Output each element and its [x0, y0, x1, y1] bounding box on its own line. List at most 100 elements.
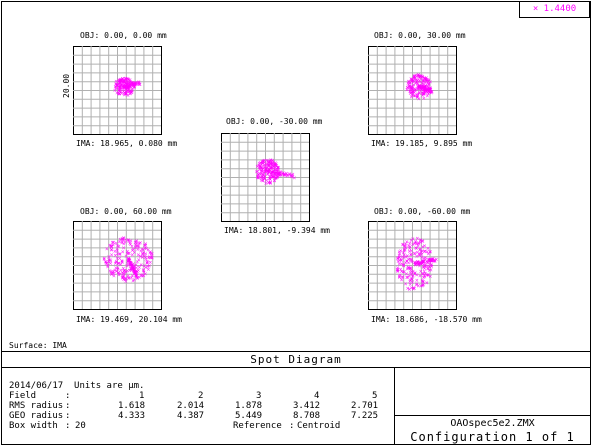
spot-point: ×	[137, 80, 141, 86]
spot-point: ×	[269, 171, 273, 177]
spot-point: ×	[397, 262, 401, 268]
spot-point: ×	[409, 84, 413, 90]
spot-point: ×	[413, 263, 417, 269]
spot-point: ×	[418, 251, 422, 257]
spot-point: ×	[284, 171, 288, 177]
spot-point: ×	[411, 92, 415, 98]
spot-point: ×	[428, 88, 432, 94]
spot-point: ×	[396, 256, 400, 262]
spot-point: ×	[406, 286, 410, 292]
spot-point: ×	[266, 161, 270, 167]
spot-point: ×	[134, 271, 138, 277]
spot-point: ×	[126, 82, 130, 88]
spot-point: ×	[273, 172, 277, 178]
spot-point: ×	[120, 260, 124, 266]
spot-point: ×	[276, 173, 280, 179]
spot-point: ×	[131, 267, 135, 273]
spot-point: ×	[272, 172, 276, 178]
spot-point: ×	[119, 78, 123, 84]
rms-1: 1.618	[118, 401, 146, 411]
spot-point: ×	[281, 171, 285, 177]
spot-point: ×	[413, 87, 417, 93]
reference-label: Reference	[233, 421, 282, 431]
spot-point: ×	[128, 241, 132, 247]
spot-point: ×	[426, 85, 430, 91]
spot-point: ×	[105, 247, 109, 253]
spot-point: ×	[423, 91, 427, 97]
spot-point: ×	[423, 86, 427, 92]
spot-point: ×	[408, 257, 412, 263]
spot-point: ×	[136, 243, 140, 249]
spot-point: ×	[150, 256, 154, 262]
spot-point: ×	[271, 175, 275, 181]
spot-point: ×	[120, 239, 124, 245]
spot-point: ×	[127, 86, 131, 92]
spot-point: ×	[133, 271, 137, 277]
spot-point: ×	[113, 261, 117, 267]
spot-point: ×	[427, 89, 431, 95]
spot-point: ×	[265, 169, 269, 175]
spot-point: ×	[109, 272, 113, 278]
spot-point: ×	[420, 239, 424, 245]
spot-point: ×	[423, 258, 427, 264]
spot-point: ×	[254, 169, 258, 175]
spot-point: ×	[262, 170, 266, 176]
spot-point: ×	[132, 82, 136, 88]
spot-point: ×	[263, 170, 267, 176]
spot-point: ×	[270, 169, 274, 175]
spot-point: ×	[411, 85, 415, 91]
geo-4: 8.708	[293, 411, 321, 421]
spot-point: ×	[416, 262, 420, 268]
spot-point: ×	[123, 277, 127, 283]
spot-point: ×	[123, 84, 127, 90]
spot-point: ×	[134, 243, 138, 249]
geo-label: GEO radius	[9, 411, 64, 421]
spot-point: ×	[131, 80, 135, 86]
wavelength-legend: × 1.4400	[519, 1, 590, 18]
spot-point: ×	[425, 90, 429, 96]
spot-point: ×	[412, 286, 416, 292]
spot-point: ×	[129, 81, 133, 87]
spot-point: ×	[414, 81, 418, 87]
spot-point: ×	[130, 90, 134, 96]
spot-point: ×	[411, 269, 415, 275]
spot-point: ×	[421, 271, 425, 277]
spot-point: ×	[407, 84, 411, 90]
spot-2-plot: ××××××××××××××××××××××××× ×× ×××××××× ××× ××…	[368, 46, 457, 135]
spot-point: ×	[407, 249, 411, 255]
spot-point: ×	[140, 255, 144, 261]
spot-point: ×	[282, 173, 286, 179]
spot-point: ×	[397, 275, 401, 281]
spot-point: ×	[131, 266, 135, 272]
spot-point: ×	[268, 174, 272, 180]
spot-point: ×	[397, 250, 401, 256]
spot-1-obj-label: OBJ: 0.00, 0.00 mm	[80, 31, 167, 40]
rms-2: 2.014	[177, 401, 205, 411]
spot-point: ×	[268, 158, 272, 164]
spot-point: ×	[119, 82, 123, 88]
spot-point: ×	[124, 89, 128, 95]
spot-point: ×	[262, 163, 266, 169]
spot-point: ×	[132, 271, 136, 277]
spot-point: ×	[137, 275, 141, 281]
spot-point: ×	[428, 87, 432, 93]
spot-point: ×	[127, 258, 131, 264]
spot-point: ×	[126, 259, 130, 265]
spot-point: ×	[410, 280, 414, 286]
spot-point: ×	[122, 78, 126, 84]
spot-point: ×	[262, 176, 266, 182]
spot-point: ×	[130, 266, 134, 272]
spot-point: ×	[416, 73, 420, 79]
spot-point: ×	[412, 93, 416, 99]
spot-point: ×	[118, 79, 122, 85]
spot-point: ×	[410, 260, 414, 266]
spot-point: ×	[142, 273, 146, 279]
spot-point: ×	[273, 160, 277, 166]
spot-point: ×	[429, 268, 433, 274]
spot-point: ×	[408, 91, 412, 97]
spot-point: ×	[133, 270, 137, 276]
spot-point: ×	[132, 278, 136, 284]
spot-point: ×	[133, 82, 137, 88]
spot-point: ×	[402, 264, 406, 270]
spot-point: ×	[417, 84, 421, 90]
